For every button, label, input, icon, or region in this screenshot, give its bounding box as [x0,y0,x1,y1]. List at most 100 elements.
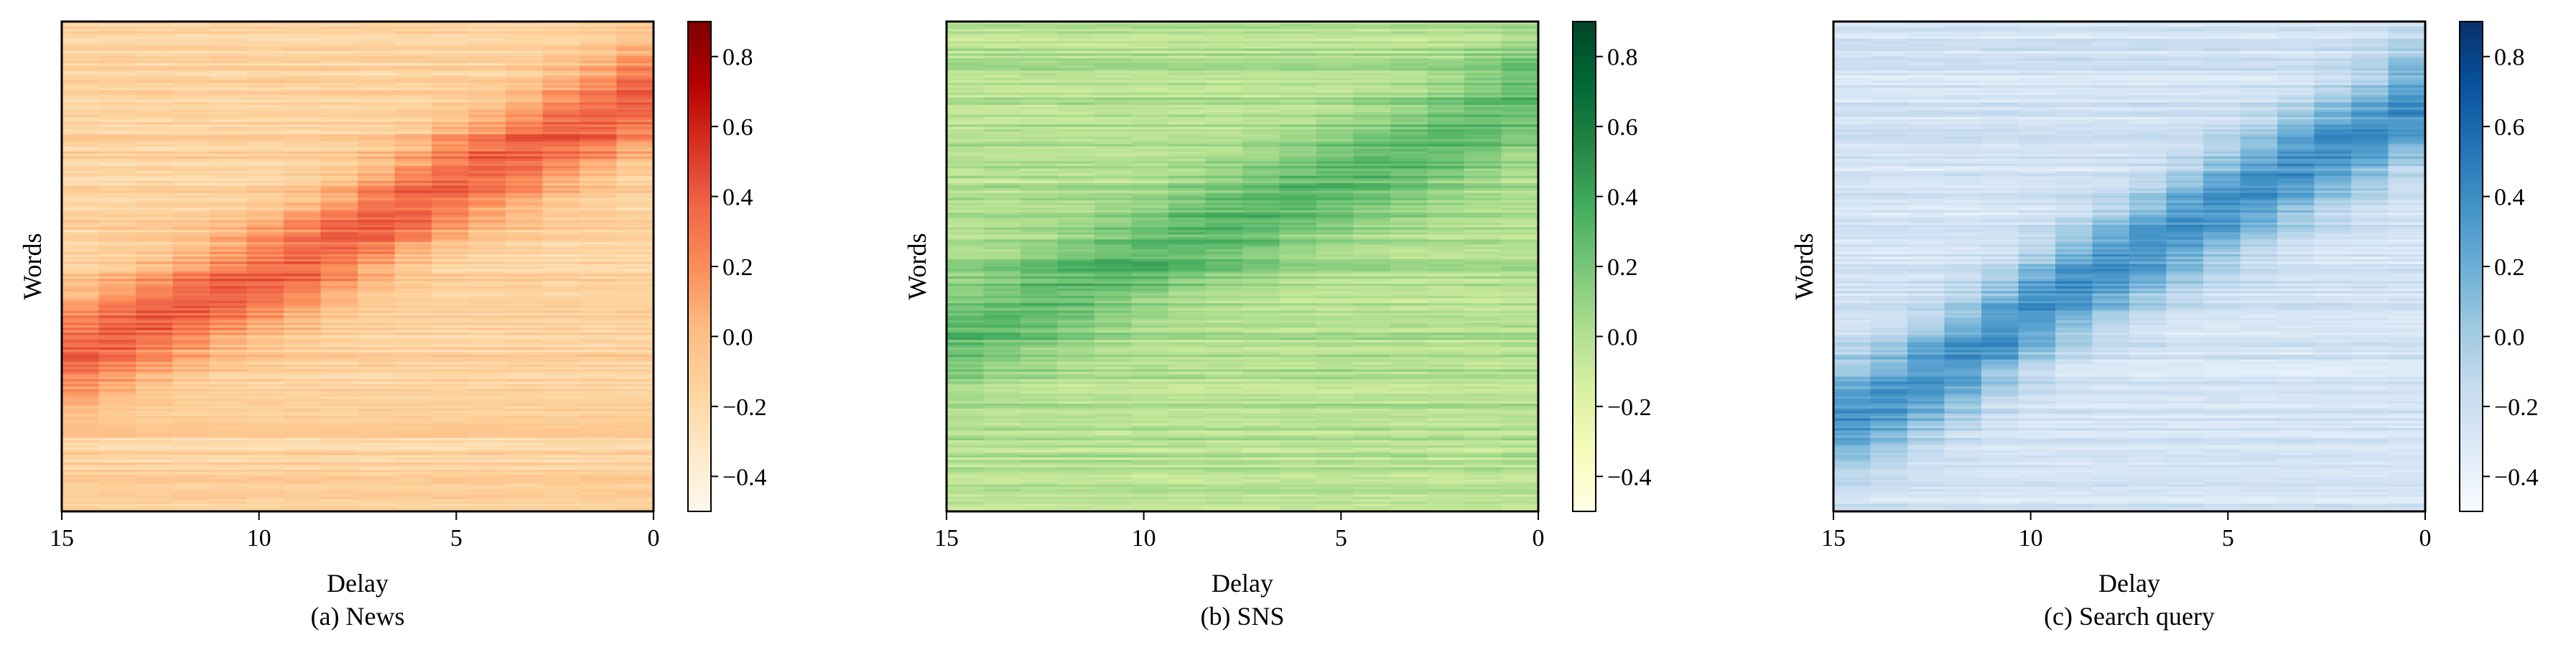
heatmap-cell [1168,428,1206,432]
heatmap-cell [1094,423,1133,427]
heatmap-cell [136,418,174,422]
heatmap-cell [62,178,100,182]
heatmap-cell [1020,75,1059,79]
heatmap-cell [62,190,100,194]
heatmap-cell [1205,391,1243,394]
heatmap-cell [172,467,210,470]
heatmap-cell [358,90,396,93]
heatmap-cell [1094,139,1133,142]
heatmap-cell [394,171,432,175]
heatmap-cell [1242,352,1280,356]
heatmap-cell [246,178,284,182]
heatmap-cell [210,394,248,397]
heatmap-cell [1242,95,1280,98]
heatmap-cell [284,470,322,473]
heatmap-cell [947,241,985,245]
heatmap-cell [1131,131,1169,135]
heatmap-cell [394,347,432,350]
heatmap-cell [432,158,470,162]
heatmap-cell [210,430,248,434]
heatmap-cell [468,335,506,338]
heatmap-cell [1131,328,1169,331]
heatmap-cell [983,328,1021,331]
heatmap-cell [136,229,174,233]
heatmap-cell [616,203,654,206]
heatmap-cell [1131,70,1169,74]
heatmap-cell [62,374,100,378]
heatmap-cell [172,501,210,505]
heatmap-cell [1242,237,1280,241]
heatmap-cell [172,178,210,182]
heatmap-cell [98,477,136,480]
heatmap-cell [1205,141,1243,145]
heatmap-cell [1205,295,1243,299]
heatmap-cell [1168,107,1206,111]
heatmap-cell [284,503,322,507]
heatmap-cell [246,479,284,483]
heatmap-cell [983,374,1021,378]
heatmap-cell [1205,418,1243,422]
heatmap-cell [98,418,136,422]
heatmap-cell [98,482,136,486]
heatmap-cell [1205,379,1243,382]
heatmap-cell [284,440,322,444]
heatmap-cell [394,288,432,292]
heatmap-cell [62,325,100,328]
heatmap-cell [1168,340,1206,343]
heatmap-cell [284,254,322,257]
heatmap-cell [432,70,470,74]
heatmap-cell [432,244,470,248]
heatmap-cell [98,310,136,314]
heatmap-cell [210,352,248,356]
heatmap-cell [284,266,322,270]
heatmap-cell [1242,261,1280,265]
heatmap-cell [468,403,506,407]
heatmap-cell [506,312,544,316]
heatmap-cell [172,158,210,162]
heatmap-cell [1168,408,1206,412]
heatmap-cell [320,46,358,50]
heatmap-cell [98,83,136,86]
heatmap-cell [172,354,210,358]
heatmap-cell [432,361,470,365]
heatmap-cell [1131,62,1169,66]
heatmap-cell [1131,180,1169,184]
heatmap-cell [136,460,174,463]
heatmap-cell [284,276,322,279]
heatmap-cell [246,151,284,154]
heatmap-cell [284,126,322,130]
heatmap-cell [983,447,1021,451]
heatmap-cell [320,325,358,328]
heatmap-cell [1131,274,1169,277]
heatmap-cell [98,24,136,27]
heatmap-cell [1168,450,1206,453]
heatmap-cell [62,432,100,436]
heatmap-cell [1205,455,1243,458]
heatmap-cell [394,470,432,473]
heatmap-cell [1131,129,1169,133]
heatmap-cell [358,305,396,309]
heatmap-cell [1131,146,1169,149]
heatmap-cell [62,361,100,365]
heatmap-cell [62,354,100,358]
heatmap-cell [1242,161,1280,164]
heatmap-cell [320,29,358,32]
heatmap-cell [947,102,985,106]
heatmap-cell [1205,217,1243,220]
heatmap-cell [542,406,580,409]
heatmap-cell [1020,328,1059,331]
heatmap-cell [1131,102,1169,106]
heatmap-cell [98,430,136,434]
heatmap-cell [1057,401,1095,404]
heatmap-cell [616,305,654,309]
heatmap-cell [983,139,1021,142]
heatmap-cell [394,156,432,159]
heatmap-cell [432,144,470,147]
heatmap-cell [1131,26,1169,29]
heatmap-cell [1242,183,1280,187]
heatmap-cell [1205,53,1243,57]
heatmap-cell [580,472,618,475]
heatmap-cell [1168,401,1206,404]
heatmap-cell [98,38,136,42]
heatmap-cell [1242,187,1280,191]
